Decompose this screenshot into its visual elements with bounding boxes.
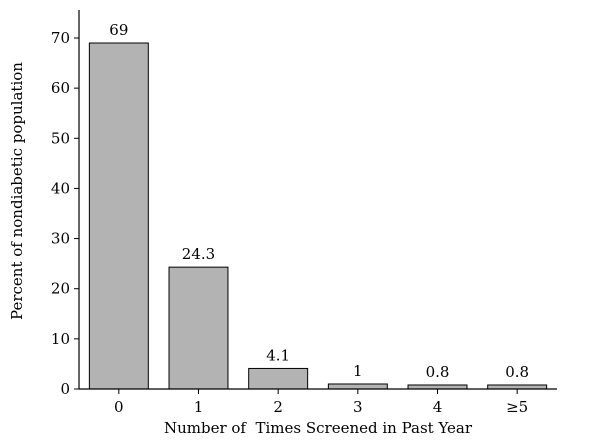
data-label-5: 0.8	[505, 363, 529, 381]
data-label-0: 69	[109, 21, 128, 39]
bar-5	[487, 384, 548, 390]
data-label-2: 4.1	[266, 346, 290, 364]
y-tick-label-5: 50	[51, 129, 70, 147]
bar-0	[88, 42, 149, 390]
y-axis-label: Percent of nondiabetic population	[8, 62, 26, 320]
y-tick-label-7: 70	[51, 29, 70, 47]
x-tick-label-1: 1	[194, 398, 204, 416]
y-tick-label-6: 60	[51, 79, 70, 97]
data-label-3: 1	[353, 362, 363, 380]
y-tick-label-4: 40	[51, 179, 70, 197]
data-label-1: 24.3	[182, 245, 215, 263]
y-tick-label-2: 20	[51, 280, 70, 298]
x-axis-label: Number of Times Screened in Past Year	[164, 419, 473, 437]
x-tick-label-0: 0	[114, 398, 124, 416]
x-tick-label-5: ≥5	[506, 398, 528, 416]
y-tick-label-0: 0	[60, 380, 70, 398]
data-label-4: 0.8	[426, 363, 450, 381]
bar-2	[248, 367, 309, 390]
bars	[88, 42, 548, 390]
x-tick-label-3: 3	[353, 398, 363, 416]
bar-1	[168, 266, 229, 390]
y-tick-label-1: 10	[51, 330, 70, 348]
bar-4	[407, 384, 468, 390]
x-ticks: 0 1 2 3 4 ≥5	[114, 389, 528, 416]
x-tick-label-4: 4	[433, 398, 443, 416]
bar-3	[327, 383, 388, 390]
y-ticks: 0 10 20 30 40 50 60 70	[51, 29, 79, 398]
x-tick-label-2: 2	[273, 398, 283, 416]
y-tick-label-3: 30	[51, 230, 70, 248]
axes	[78, 10, 557, 390]
data-labels: 69 24.3 4.1 1 0.8 0.8	[109, 21, 529, 381]
